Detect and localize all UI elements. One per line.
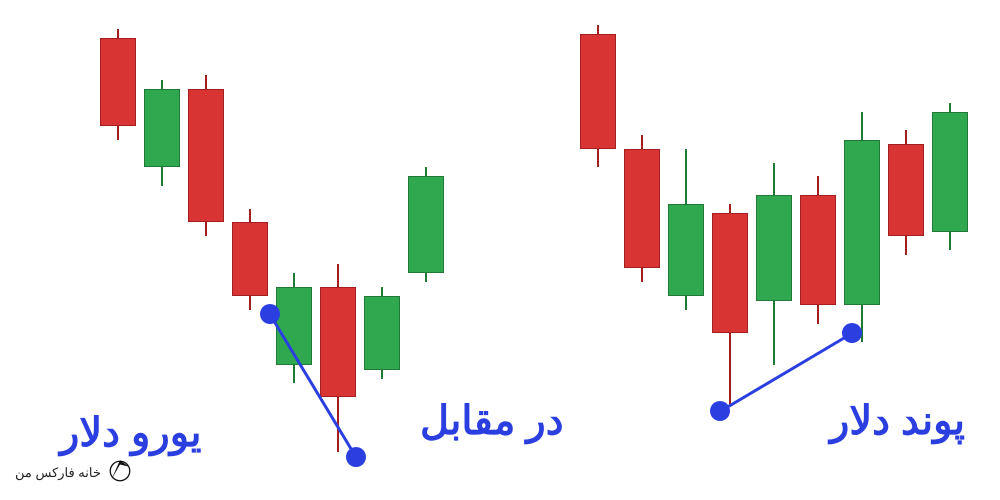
logo-icon [107,458,133,487]
watermark: خانه فارکس من [15,458,133,487]
candle-body [408,176,444,273]
candle-body [932,112,968,232]
candle-right-6 [844,112,880,342]
candle-right-4 [756,163,792,365]
candle-left-1 [144,80,180,186]
candle-body [364,296,400,370]
trend-marker-m3 [710,401,730,421]
candle-left-6 [364,287,400,379]
candle-body [756,195,792,301]
watermark-text: خانه فارکس من [15,465,101,481]
candle-body [888,144,924,236]
candle-right-0 [580,25,616,168]
candle-body [668,204,704,296]
chart-area: یورو دلار در مقابل پوند دلار خانه فارکس من [0,0,1000,500]
trend-marker-m2 [346,447,366,467]
label-left-label: یورو دلار [60,410,201,456]
candle-left-3 [232,209,268,310]
candle-left-2 [188,75,224,236]
candle-left-7 [408,167,444,282]
trend-marker-m1 [260,304,280,324]
trend-marker-m4 [842,323,862,343]
candle-body [800,195,836,305]
candle-body [144,89,180,167]
candle-body [320,287,356,397]
candle-body [844,140,880,306]
candle-body [188,89,224,222]
candle-body [624,149,660,269]
candle-body [712,213,748,333]
candle-left-0 [100,29,136,139]
candle-body [232,222,268,296]
candle-right-5 [800,176,836,323]
candle-body [580,34,616,149]
candle-right-1 [624,135,660,282]
label-right-label: پوند دلار [830,398,965,444]
candle-right-3 [712,204,748,406]
candle-right-8 [932,103,968,250]
label-center-label: در مقابل [420,398,564,444]
candle-left-4 [276,273,312,383]
candle-right-7 [888,130,924,254]
candle-right-2 [668,149,704,310]
candle-body [100,38,136,125]
